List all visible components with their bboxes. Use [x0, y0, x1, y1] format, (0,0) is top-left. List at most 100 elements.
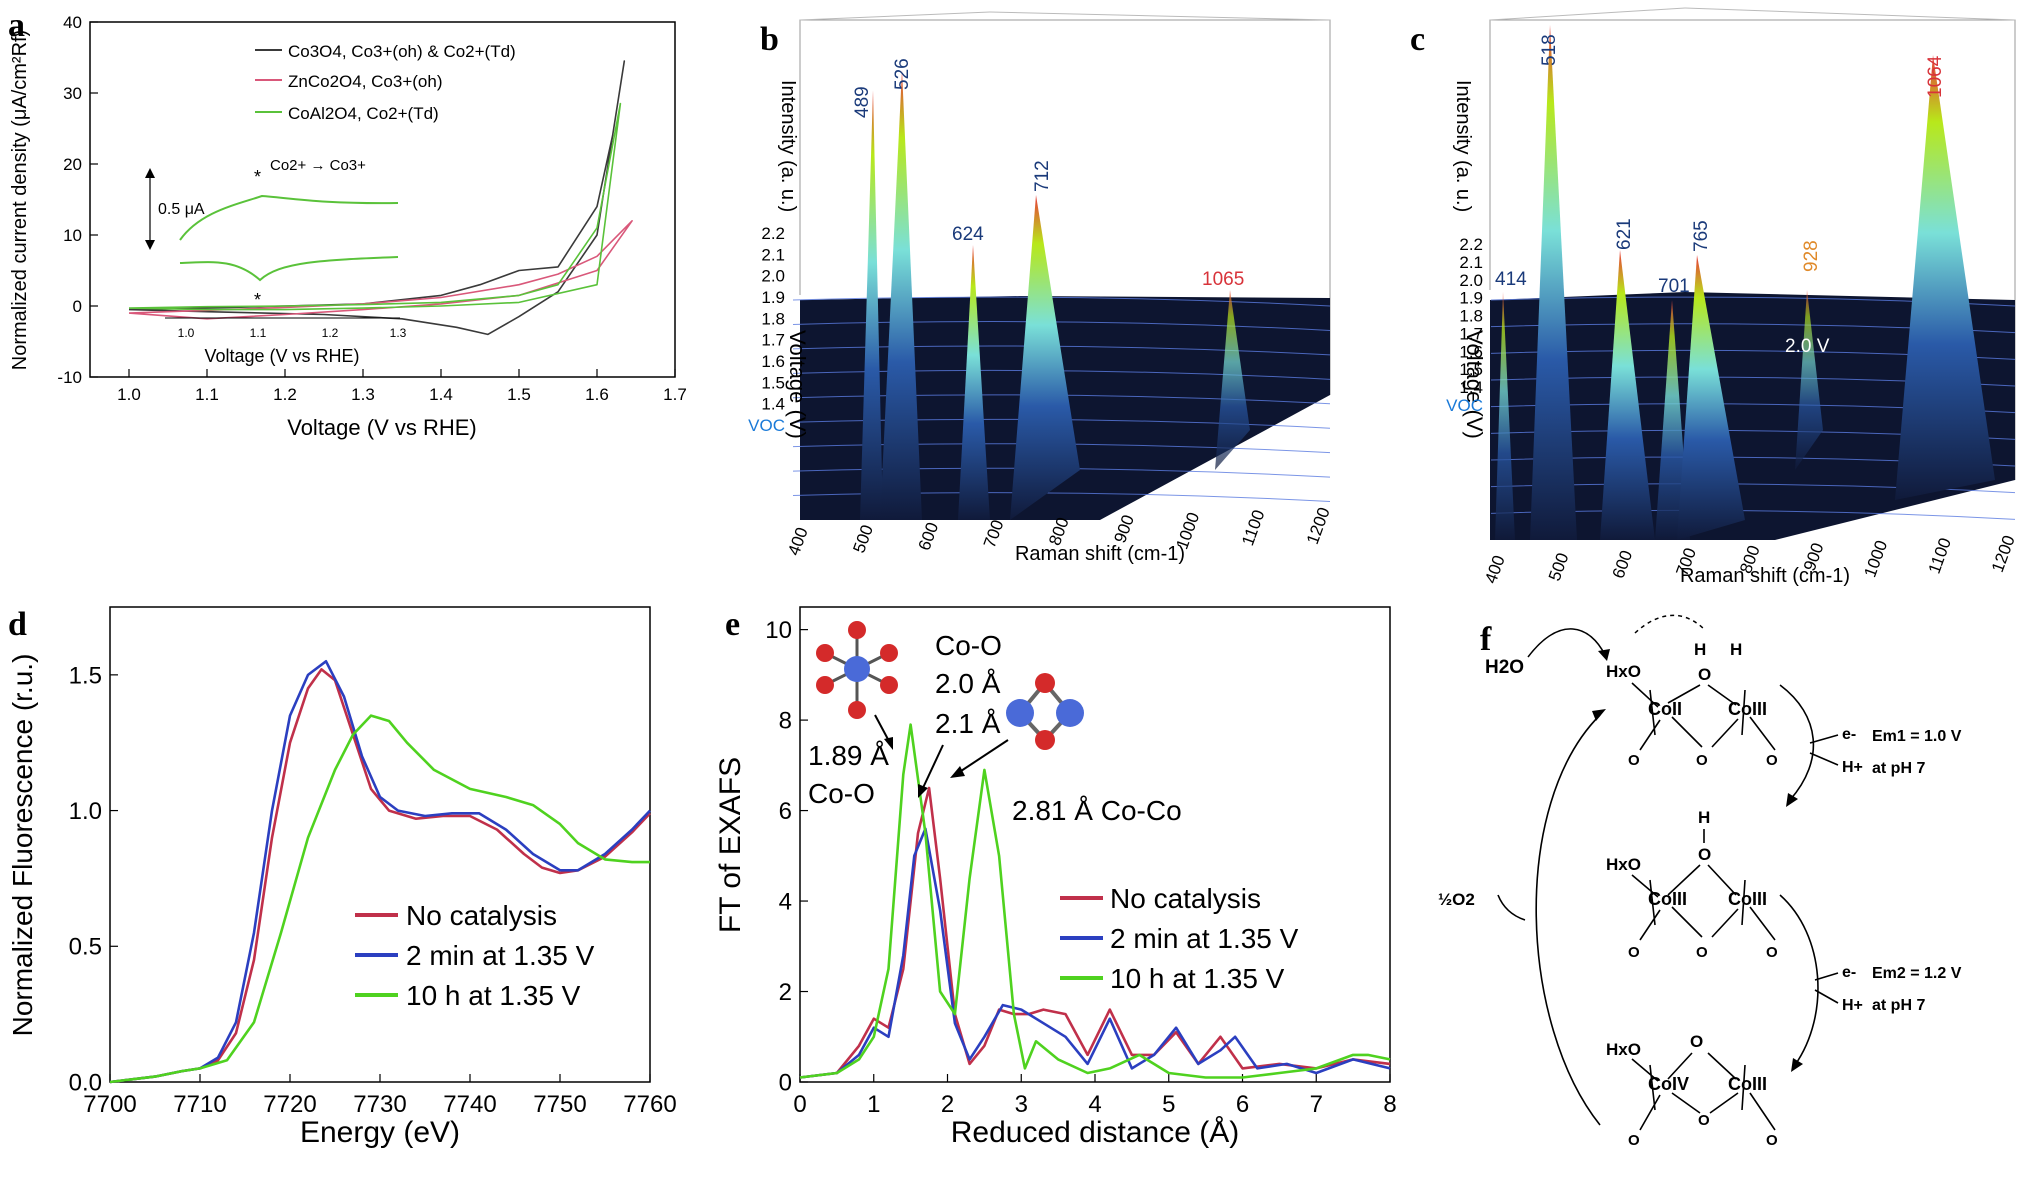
panel-c-svg: c 414 518 621 701 765 928 1064 2.0 V Int… [1410, 7, 2019, 587]
panel-e: e 0 1 2 3 4 5 6 7 8 0 2 4 6 8 10 Reduced distance (Å)… [690, 585, 1410, 1182]
arrowhead-icon [918, 784, 928, 798]
panel-a-inset: 0.5 μA * * Co2+ → Co3+ 1.0 1.1 1.2 1.3 V… [145, 157, 407, 366]
annotation-co-o-top: Co-O [935, 630, 1002, 661]
panel-f: f H2O HxO H H O CoII CoIII O O O H O HxO… [1410, 585, 2025, 1182]
panel-a-legend: Co3O4, Co3+(oh) & Co2+(Td) ZnCo2O4, Co3+… [255, 42, 516, 123]
series-line-2 [799, 827, 1391, 1079]
annotation-arrow [921, 744, 944, 791]
series-line-2 [109, 660, 651, 1084]
panel-a-series [128, 60, 633, 336]
inset-curve-lower [179, 256, 399, 282]
inset-scale-arrow-up [145, 168, 155, 178]
legend-label-no-catalysis: No catalysis [1110, 883, 1261, 914]
voltage-tick-label: 2.1 [761, 245, 785, 264]
x-tick-label: 1.1 [195, 385, 219, 404]
peak-label-526: 526 [892, 58, 913, 90]
peak-label-1065: 1065 [1202, 269, 1244, 290]
panel-c-box [1489, 19, 2016, 480]
x-tick-label: 7740 [443, 1091, 496, 1118]
y-tick-label: 10 [63, 226, 82, 245]
panel-d-yticks: 0.0 0.5 1.0 1.5 [69, 662, 118, 1096]
x-tick-label: 8 [1383, 1091, 1396, 1118]
peak-label-765: 765 [1691, 220, 1712, 252]
series-line-1 [109, 668, 651, 1084]
raman-tick-label: 600 [915, 520, 943, 553]
peak-label-414: 414 [1495, 269, 1527, 290]
annotation-2-1-angstrom: 2.1 Å [935, 708, 1001, 739]
y-tick-label: 4 [779, 888, 792, 915]
panel-a-svg: a 1.0 1.1 1.2 1.3 1.4 1.5 1.6 1.7 -10010203040 … [8, 7, 687, 440]
label-o: O [1690, 1032, 1703, 1051]
octahedron-structure-icon [816, 621, 898, 719]
label-o: O [1696, 752, 1708, 769]
panel-c-voltage-label: Voltage (V) [1462, 330, 1487, 439]
raman-tick-label: 1100 [1238, 507, 1268, 548]
arrow-step2 [1779, 894, 1819, 1066]
annotation-2-0-angstrom: 2.0 Å [935, 668, 1001, 699]
raman-tick-label: 1200 [1303, 505, 1334, 547]
y-tick-label: -10 [57, 368, 82, 387]
x-tick-label: 3 [1015, 1091, 1028, 1118]
series-line-1 [128, 60, 626, 336]
label-o: O [1698, 845, 1711, 864]
y-tick-label: 1.5 [69, 662, 102, 689]
raman-tick-label: 400 [784, 525, 812, 558]
arrow-o2-out [1497, 894, 1526, 921]
panel-label-f: f [1480, 621, 1492, 658]
panel-b-box [799, 19, 1331, 395]
x-tick-label: 5 [1162, 1091, 1175, 1118]
peak-label-712: 712 [1032, 160, 1053, 192]
label-hxo: HxO [1606, 662, 1641, 681]
panel-e-xticks: 0 1 2 3 4 5 6 7 8 [793, 1074, 1397, 1118]
label-ph: at pH 7 [1872, 997, 1925, 1014]
label-h2o: H2O [1485, 657, 1524, 678]
voltage-tick-label: 1.5 [761, 373, 785, 392]
x-tick-label: 1.3 [351, 385, 375, 404]
panel-label-e: e [725, 606, 740, 643]
inset-star-top: * [254, 167, 261, 187]
panel-d: d 7700 7710 7720 7730 7740 7750 7760 0.0 0.5 1.0… [0, 585, 690, 1182]
legend-label-co3o4: Co3O4, Co3+(oh) & Co2+(Td) [288, 42, 516, 61]
voltage-tick-label: 1.8 [761, 309, 785, 328]
inset-tick: 1.0 [178, 326, 195, 340]
panel-e-legend: No catalysis 2 min at 1.35 V 10 h at 1.3… [1060, 883, 1299, 994]
panel-label-a: a [8, 7, 25, 44]
panel-c-voltage-annotation: 2.0 V [1785, 336, 1830, 357]
panel-e-yticks: 0 2 4 6 8 10 [765, 617, 808, 1096]
label-o: O [1628, 752, 1640, 769]
y-tick-label: 8 [779, 707, 792, 734]
raman-peak-526 [880, 70, 922, 520]
structure-middle: H O HxO CoIII CoIII O O O [1606, 808, 1778, 961]
arrowhead-icon [884, 737, 893, 750]
label-o: O [1628, 944, 1640, 961]
raman-peak-518 [1530, 25, 1577, 540]
y-tick-label: 0.0 [69, 1069, 102, 1096]
label-co: CoIV [1648, 1074, 1689, 1094]
raman-tick-label: 1000 [1860, 538, 1891, 580]
panel-a-yticks: -10 0 10 20 30 40 [57, 13, 98, 387]
label-co: CoIII [1728, 1074, 1767, 1094]
label-o: O [1766, 944, 1778, 961]
raman-tick-label: 600 [1609, 548, 1637, 581]
arrowhead-icon [950, 766, 965, 778]
voltage-tick-label: 2.2 [761, 224, 785, 243]
series-line-3 [128, 102, 622, 311]
label-o: O [1698, 665, 1711, 684]
panel-b-box-edge [989, 11, 1331, 21]
peak-label-518: 518 [1539, 34, 1560, 66]
x-tick-label: 7720 [263, 1091, 316, 1118]
label-co: CoII [1648, 699, 1682, 719]
voltage-tick-label: 1.8 [1459, 307, 1483, 326]
label-o: O [1766, 752, 1778, 769]
label-o: O [1628, 1132, 1640, 1149]
panel-b-voltage-label: Voltage (V) [785, 330, 810, 439]
raman-peak-928 [1795, 290, 1823, 470]
structure-top: HxO H H O CoII CoIII O O O [1606, 640, 1778, 769]
legend-label-no-catalysis: No catalysis [406, 900, 557, 931]
x-tick-label: 7750 [533, 1091, 586, 1118]
label-o: O [1696, 944, 1708, 961]
inset-tick: 1.3 [390, 326, 407, 340]
label-hxo: HxO [1606, 855, 1641, 874]
inset-arrow-label: Co2+ → Co3+ [270, 157, 366, 174]
